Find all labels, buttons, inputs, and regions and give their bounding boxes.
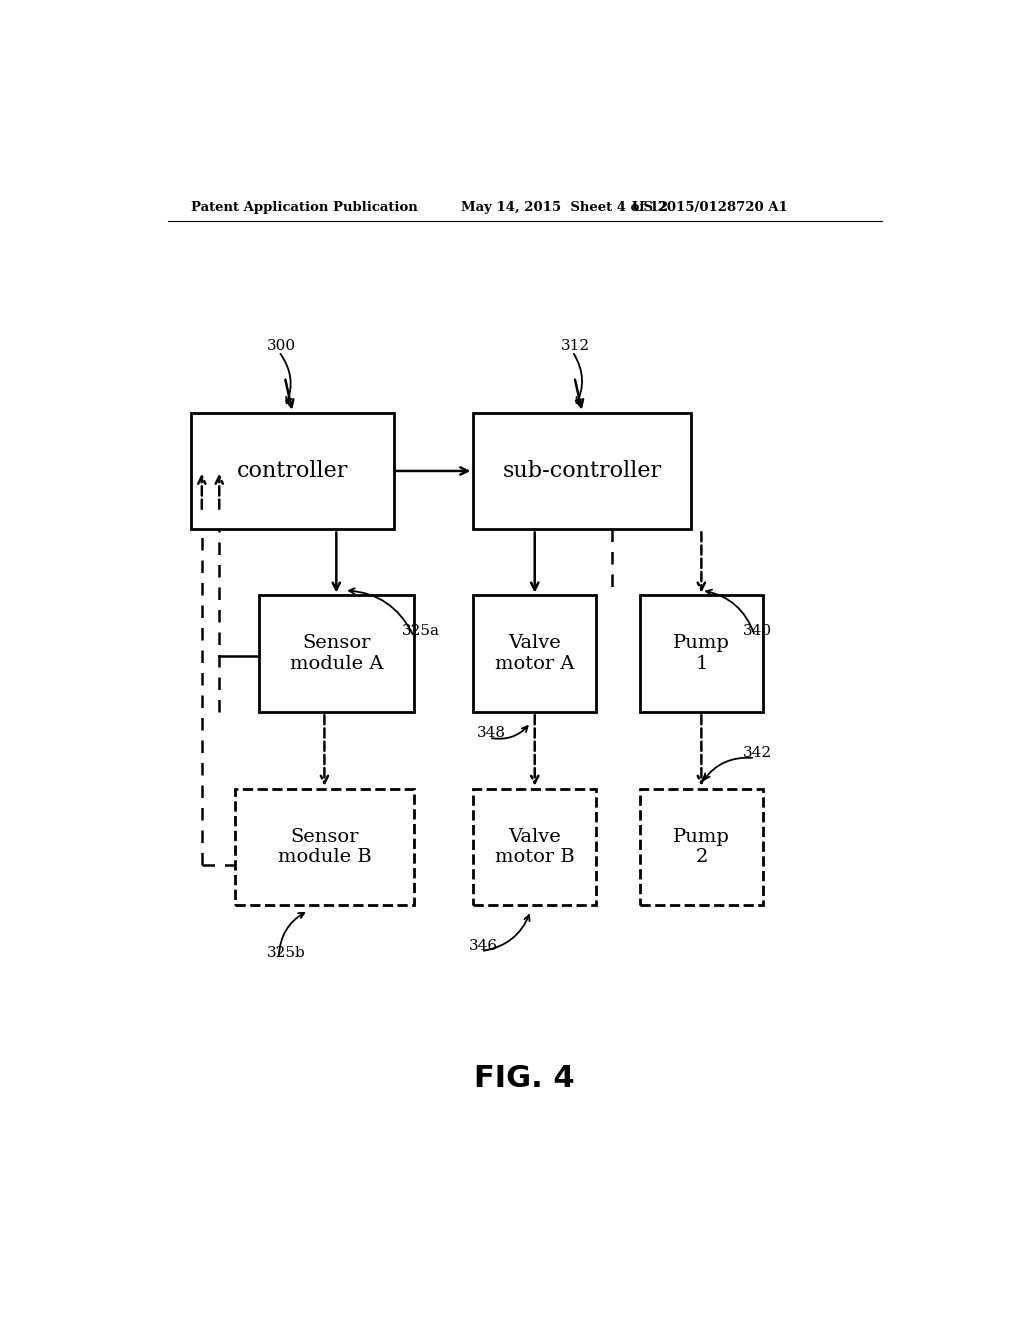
Bar — [473, 788, 596, 906]
Text: May 14, 2015  Sheet 4 of 12: May 14, 2015 Sheet 4 of 12 — [461, 201, 669, 214]
Text: 325b: 325b — [267, 946, 305, 960]
Text: 342: 342 — [743, 746, 772, 760]
Text: Pump
1: Pump 1 — [673, 635, 730, 673]
Text: 348: 348 — [477, 726, 506, 739]
Bar — [259, 595, 414, 713]
Text: 340: 340 — [743, 624, 772, 638]
Bar — [473, 413, 691, 529]
Text: Sensor
module B: Sensor module B — [278, 828, 372, 866]
Text: 300: 300 — [267, 339, 296, 354]
Bar — [236, 788, 414, 906]
Text: 325a: 325a — [401, 624, 439, 638]
Text: sub-controller: sub-controller — [503, 459, 662, 482]
Text: Pump
2: Pump 2 — [673, 828, 730, 866]
Bar — [640, 595, 763, 713]
Text: Patent Application Publication: Patent Application Publication — [191, 201, 418, 214]
Text: Valve
motor A: Valve motor A — [495, 635, 574, 673]
Text: 346: 346 — [469, 939, 499, 953]
Bar — [640, 788, 763, 906]
Text: Sensor
module A: Sensor module A — [290, 635, 383, 673]
Text: 312: 312 — [560, 339, 590, 354]
Text: Valve
motor B: Valve motor B — [495, 828, 574, 866]
Bar — [473, 595, 596, 713]
Text: FIG. 4: FIG. 4 — [474, 1064, 575, 1093]
Bar — [191, 413, 394, 529]
Text: controller: controller — [237, 459, 348, 482]
Text: US 2015/0128720 A1: US 2015/0128720 A1 — [632, 201, 787, 214]
